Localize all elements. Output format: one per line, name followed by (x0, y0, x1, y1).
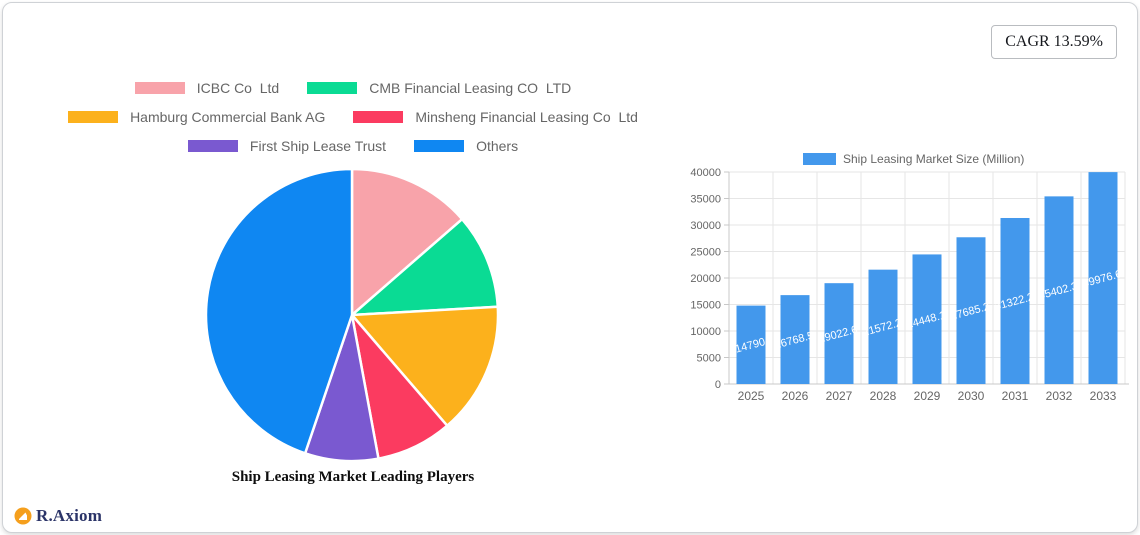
legend-item-label: Hamburg Commercial Bank AG (130, 108, 326, 125)
legend-item-label: Others (476, 137, 519, 154)
bar-2031[interactable] (1000, 217, 1030, 384)
y-axis-tick-label: 40000 (690, 167, 721, 179)
bar-2027[interactable] (824, 283, 854, 384)
legend-item-others[interactable]: Others (414, 139, 518, 153)
legend-item-label: Minsheng Financial Leasing Co Ltd (415, 108, 638, 125)
bar-2029[interactable] (912, 254, 942, 384)
bar-2032[interactable] (1044, 196, 1074, 384)
y-axis-tick-label: 5000 (697, 353, 721, 365)
bar-2033[interactable] (1088, 172, 1118, 384)
x-axis-tick-label: 2028 (870, 389, 897, 403)
legend-item-hamburg-commercial-bank-ag[interactable]: Hamburg Commercial Bank AG (68, 110, 325, 124)
x-axis-tick-label: 2030 (958, 389, 985, 403)
bar-2028[interactable] (868, 269, 898, 384)
bar-2026[interactable] (780, 295, 810, 384)
legend-item-minsheng-financial-leasing-co-ltd[interactable]: Minsheng Financial Leasing Co Ltd (353, 110, 638, 124)
pie-slice-icbc-co-ltd[interactable] (350, 167, 464, 317)
pie-slice-hamburg-commercial-bank-ag[interactable] (350, 305, 500, 427)
y-axis-tick-label: 20000 (690, 273, 721, 285)
x-axis-tick-label: 2025 (738, 389, 765, 403)
pie-chart-title: Ship Leasing Market Leading Players (231, 469, 475, 485)
legend-color-swatch-icon (414, 139, 465, 152)
legend-row: ICBC Co Ltd CMB Financial Leasing CO LTD (3, 73, 703, 102)
y-axis-tick-label: 0 (715, 379, 721, 391)
logo-icon (14, 507, 32, 525)
legend-row: First Ship Lease Trust Others (3, 131, 703, 160)
x-axis-tick-label: 2033 (1090, 389, 1117, 403)
y-axis-tick-label: 35000 (690, 194, 721, 206)
bar-legend-swatch-icon[interactable] (803, 153, 836, 165)
bar-2025[interactable] (736, 305, 766, 384)
brand-logo: R.Axiom (14, 506, 102, 526)
legend-row: Hamburg Commercial Bank AG Minsheng Finan… (3, 102, 703, 131)
legend-color-swatch-icon (353, 110, 404, 123)
legend-item-label: First Ship Lease Trust (249, 137, 387, 154)
bar-legend-label: Ship Leasing Market Size (Million) (843, 152, 1024, 166)
legend-color-swatch-icon (307, 81, 358, 94)
y-axis-tick-label: 15000 (690, 300, 721, 312)
legend-color-swatch-icon (134, 81, 185, 94)
logo-text: R.Axiom (36, 506, 103, 525)
bar-chart-canvas: Ship Leasing Market Size (Million) 0 5000 1… (690, 152, 1129, 403)
y-axis-tick-label: 25000 (690, 247, 721, 259)
cagr-badge: CAGR 13.59% (991, 25, 1117, 59)
bar-chart: Ship Leasing Market Size (Million) 0 5000 1… (683, 143, 1137, 413)
bar-2030[interactable] (956, 237, 986, 384)
legend-item-label: ICBC Co Ltd (196, 79, 280, 96)
pie-legend: ICBC Co Ltd CMB Financial Leasing CO LTD H… (3, 73, 703, 160)
x-axis-tick-label: 2032 (1046, 389, 1073, 403)
legend-item-label: CMB Financial Leasing CO LTD (369, 79, 572, 96)
pie-slice-cmb-financial-leasing-co-ltd[interactable] (350, 217, 500, 317)
legend-item-first-ship-lease-trust[interactable]: First Ship Lease Trust (187, 137, 387, 154)
y-axis-tick-label: 30000 (690, 220, 721, 232)
y-axis-tick-label: 10000 (690, 326, 721, 338)
pie-chart (204, 167, 500, 463)
x-axis-tick-label: 2031 (1002, 389, 1029, 403)
legend-color-swatch-icon (68, 110, 119, 123)
legend-item-cmb-financial-leasing-co-ltd[interactable]: CMB Financial Leasing CO LTD (307, 81, 571, 95)
x-axis-tick-label: 2027 (826, 389, 853, 403)
pie-slice-others[interactable] (204, 167, 354, 455)
legend-item-icbc-co-ltd[interactable]: ICBC Co Ltd (134, 79, 280, 96)
x-axis-tick-label: 2026 (782, 389, 809, 403)
legend-color-swatch-icon (187, 139, 238, 152)
x-axis-tick-label: 2029 (914, 389, 941, 403)
